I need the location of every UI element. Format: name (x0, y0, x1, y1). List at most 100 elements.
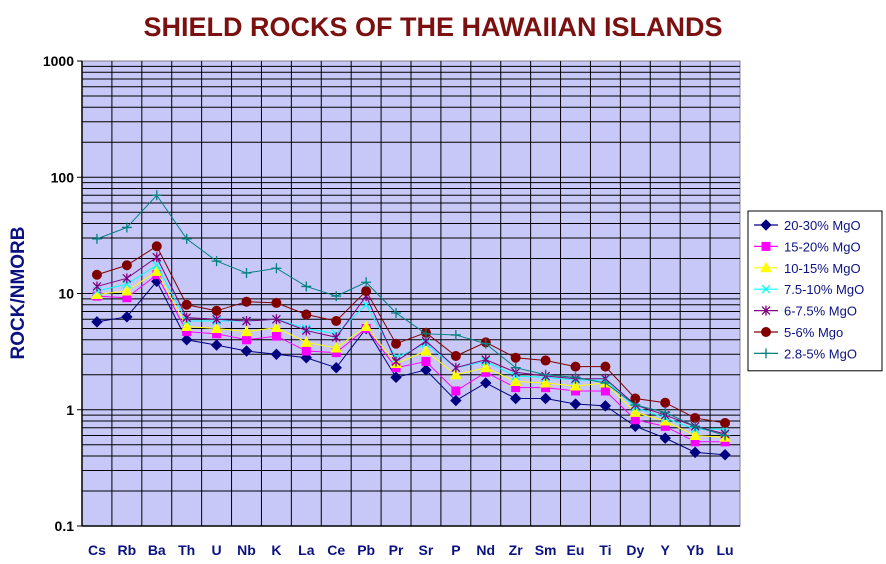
data-point (271, 314, 281, 325)
x-tick-label: Rb (118, 542, 137, 558)
data-point (391, 338, 402, 349)
x-tick-label: P (451, 542, 460, 558)
legend-marker (761, 241, 771, 251)
data-point (210, 322, 223, 333)
data-point (361, 286, 372, 297)
data-point (450, 329, 461, 340)
data-point (181, 233, 192, 244)
data-point (540, 355, 551, 366)
legend-item: 7.5-10% MgO (754, 282, 864, 297)
data-point (212, 314, 222, 325)
data-point (509, 392, 522, 405)
data-point (481, 354, 491, 365)
series-7 (91, 190, 731, 441)
plot-area: 0.1 1 10 100 1000 Cs Rb Ba Th U Nb K La Ce Pb Pr Sr P Nd Zr… (43, 53, 741, 558)
legend-marker (760, 219, 772, 231)
legend-marker (761, 305, 771, 316)
data-point (720, 417, 731, 428)
data-point (360, 320, 372, 332)
data-point (391, 356, 401, 367)
data-point (241, 268, 252, 279)
data-point (330, 361, 342, 374)
data-point (689, 446, 701, 459)
legend-item: 20-30% MgO (754, 218, 861, 233)
data-point (301, 309, 312, 320)
data-point (630, 399, 641, 410)
data-point (420, 344, 432, 356)
data-point (660, 407, 671, 418)
data-point (600, 361, 611, 372)
data-point (600, 377, 611, 388)
data-point (330, 341, 343, 353)
data-point (569, 398, 582, 410)
x-tick-label: Yb (686, 542, 704, 558)
x-tick-label: Lu (716, 542, 733, 558)
data-point (690, 412, 701, 423)
data-point (600, 386, 610, 396)
series-line (96, 194, 726, 437)
legend-label: 6-7.5% MgO (784, 304, 857, 319)
data-point (241, 296, 252, 307)
series-line (96, 280, 726, 456)
data-point (121, 222, 132, 233)
data-point (91, 269, 102, 280)
data-point (121, 285, 133, 296)
x-tick-label: Pr (389, 542, 404, 558)
data-point (122, 273, 132, 284)
data-point (361, 277, 372, 288)
data-point (180, 320, 193, 332)
x-tick-label: Y (661, 542, 671, 558)
y-tick-label: 100 (51, 169, 75, 185)
data-point (539, 376, 552, 388)
series-line (96, 245, 726, 424)
legend-item: 5-6% Mgo (754, 325, 843, 340)
data-point (630, 415, 640, 425)
data-point (719, 449, 731, 461)
data-point (450, 394, 462, 407)
data-point (690, 421, 701, 432)
x-tick-label: Zr (509, 542, 524, 558)
data-point (210, 339, 223, 351)
data-point (540, 369, 551, 380)
y-tick-label: 1 (66, 402, 74, 418)
data-point (569, 379, 582, 391)
x-tick-label: Cs (88, 542, 106, 558)
series-6 (91, 241, 731, 428)
x-tick-label: Sr (419, 542, 434, 558)
data-point (211, 305, 222, 316)
data-point (689, 429, 701, 441)
legend-label: 15-20% MgO (784, 239, 861, 254)
y-tick-label: 0.1 (55, 518, 75, 534)
data-point (271, 297, 282, 308)
data-point (240, 325, 253, 337)
data-point (151, 241, 162, 252)
x-tick-label: La (298, 542, 315, 558)
data-point (509, 375, 522, 386)
data-point (451, 362, 461, 373)
data-point (91, 233, 102, 244)
legend-item: 2.8-5% MgO (754, 346, 857, 361)
legend-box (747, 210, 883, 372)
data-point (599, 400, 612, 412)
legend-label: 20-30% MgO (784, 218, 861, 233)
data-point (331, 316, 342, 327)
x-tick-label: Nd (476, 542, 495, 558)
x-tick-label: Sm (535, 542, 557, 558)
data-point (270, 348, 283, 360)
data-point (420, 364, 432, 376)
x-tick-label: Nb (237, 542, 256, 558)
x-tick-label: Eu (567, 542, 585, 558)
data-point (92, 281, 102, 292)
x-tick-label: Dy (626, 542, 644, 558)
legend: 20-30% MgO 15-20% MgO 10-15% MgO 7.5-10% Mg… (747, 210, 883, 372)
data-point (121, 311, 133, 323)
data-point (570, 361, 581, 372)
data-point (391, 307, 402, 318)
data-point (242, 335, 251, 345)
data-point (121, 260, 132, 271)
data-point (300, 336, 313, 347)
data-point (480, 377, 492, 389)
data-point (539, 392, 552, 405)
data-point (629, 406, 642, 417)
